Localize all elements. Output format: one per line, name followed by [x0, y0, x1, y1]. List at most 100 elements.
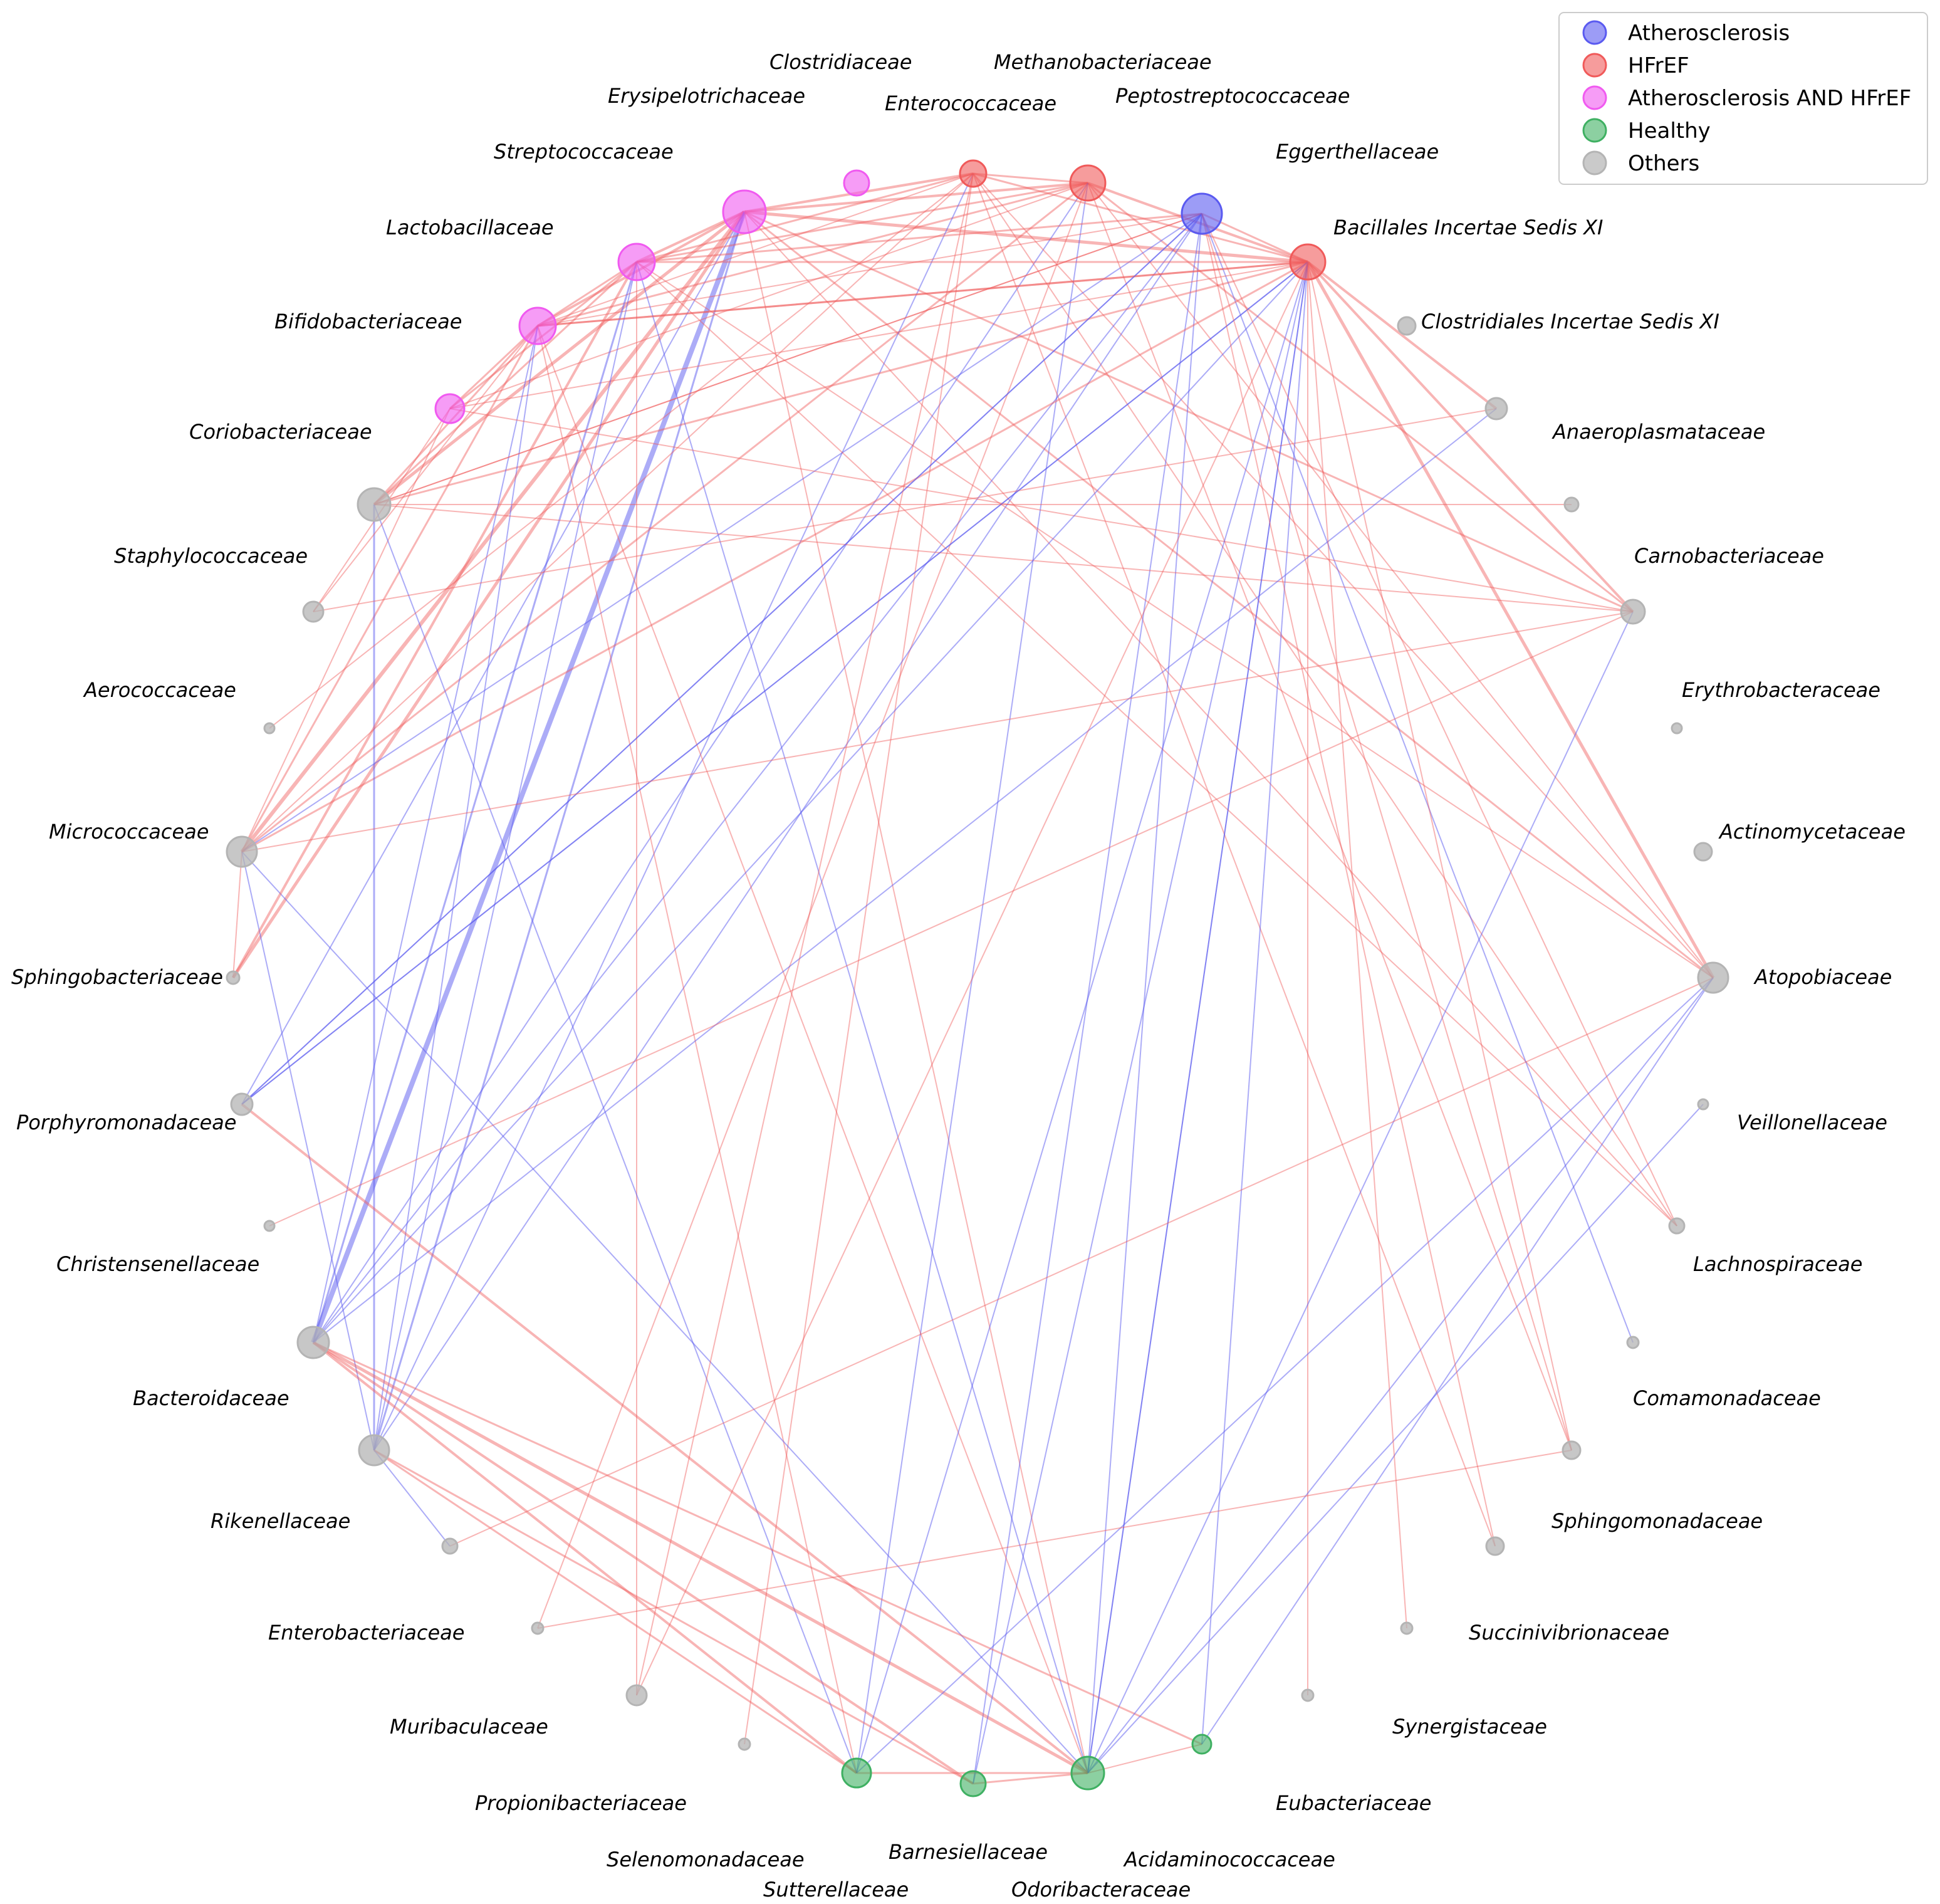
- edge-porph-pepto: [241, 213, 1202, 1105]
- node-lachno: [1668, 1217, 1686, 1235]
- label-clostridiales-incertae-sedis-xi: Clostridiales Incertae Sedis XI: [1421, 310, 1719, 333]
- label-peptostreptococcaceae: Peptostreptococcaceae: [1115, 84, 1350, 108]
- edge-entero-micro: [241, 182, 1088, 853]
- edge-riken-entbac: [373, 1450, 451, 1547]
- labels-layer: Clostridiaceae Methanobacteriaceae Erysi…: [11, 50, 1906, 1901]
- label-clostridiaceae: Clostridiaceae: [769, 50, 912, 74]
- edges-layer: [231, 172, 1715, 1785]
- edge-entero-atopo: [1087, 182, 1714, 978]
- node-erythro: [1671, 722, 1683, 735]
- edge-bactero-clXI: [313, 408, 1497, 1343]
- node-entero: [1069, 164, 1107, 202]
- edge-chris-carno: [269, 611, 1634, 1227]
- edge-strep-corio: [373, 211, 746, 506]
- edge-lacto-riken: [373, 261, 637, 1451]
- edge-bactero-odori: [312, 1341, 1089, 1775]
- node-succ: [1485, 1536, 1505, 1556]
- edge-strep-atopo: [744, 211, 1714, 979]
- label-coriobacteriaceae: Coriobacteriaceae: [189, 420, 372, 444]
- edge-micro-sphbac: [232, 851, 242, 978]
- edge-bifido-bactero: [313, 325, 538, 1343]
- label-eubacteriaceae: Eubacteriaceae: [1276, 1791, 1431, 1815]
- label-succinivibrionaceae: Succinivibrionaceae: [1469, 1621, 1669, 1645]
- edge-staph-clXI: [313, 408, 1497, 612]
- label-eggerthellaceae: Eggerthellaceae: [1276, 140, 1439, 164]
- node-odori: [1070, 1755, 1105, 1791]
- edge-egg-bifido: [537, 261, 1308, 327]
- legend-marker-others: [1582, 150, 1607, 175]
- edge-entero-coriN: [449, 182, 1088, 409]
- edge-egg-corio: [373, 261, 1308, 506]
- node-entbac: [441, 1537, 459, 1555]
- edge-clos-lacto: [636, 172, 974, 263]
- edge-egg-coriN: [449, 261, 1308, 409]
- edge-clos-lachno: [973, 173, 1677, 1227]
- edge-bifido-sutter: [537, 325, 857, 1774]
- edge-lacto-corio: [373, 261, 638, 506]
- label-bacteroidaceae: Bacteroidaceae: [133, 1386, 289, 1410]
- node-lacto: [617, 243, 656, 281]
- label-actinomycetaceae: Actinomycetaceae: [1718, 820, 1906, 844]
- edge-riken-sutter: [373, 1449, 857, 1774]
- label-enterobacteriaceae: Enterobacteriaceae: [268, 1621, 464, 1645]
- label-enterococcaceae: Enterococcaceae: [885, 92, 1056, 115]
- edge-strep-porph: [241, 211, 745, 1105]
- node-aero: [263, 722, 276, 735]
- edge-propi-egg: [636, 261, 1308, 1696]
- edge-pepto-corio: [373, 213, 1202, 505]
- node-syner: [1400, 1621, 1414, 1635]
- legend: Atherosclerosis HFrEF Atherosclerosis AN…: [1558, 12, 1928, 185]
- node-acid: [1191, 1734, 1212, 1755]
- edge-lachno-pepto: [1201, 213, 1677, 1227]
- label-staphylococcaceae: Staphylococcaceae: [114, 544, 308, 568]
- edge-strep-micro: [240, 211, 746, 853]
- edge-clos-seleno: [744, 173, 974, 1745]
- label-carnobacteriaceae: Carnobacteriaceae: [1634, 544, 1824, 568]
- legend-marker-atherosclerosis: [1582, 20, 1607, 45]
- legend-label-atherosclerosis: Atherosclerosis: [1628, 21, 1790, 46]
- legend-marker-hfref: [1582, 53, 1607, 78]
- edge-bifido-coriN: [449, 325, 539, 410]
- edge-corio-pepto: [373, 213, 1202, 505]
- node-anaero: [1563, 496, 1580, 513]
- edge-odori-acid: [1087, 1744, 1202, 1774]
- edge-egg-atopo: [1306, 261, 1715, 979]
- edge-acid-atopo: [1201, 977, 1714, 1745]
- label-selenomonadaceae: Selenomonadaceae: [607, 1848, 805, 1871]
- label-sphingobacteriaceae: Sphingobacteriaceae: [11, 965, 223, 989]
- edge-clos-bifido: [537, 173, 974, 327]
- edge-lacto-odori: [636, 261, 1088, 1774]
- node-bifido: [518, 306, 557, 345]
- legend-label-hfref: HFrEF: [1628, 53, 1689, 78]
- edge-aero-clos: [269, 173, 974, 729]
- node-veill: [1697, 1098, 1709, 1111]
- edge-sphingo-pepto: [1201, 213, 1572, 1451]
- node-pepto: [1181, 192, 1223, 235]
- edge-sutter-egg: [856, 261, 1308, 1774]
- edge-odori-carno: [1087, 611, 1634, 1774]
- edge-pepto-comam: [1201, 213, 1634, 1343]
- node-strep: [722, 189, 767, 234]
- edge-micro-odori: [241, 851, 1088, 1774]
- edge-bifido-egg: [537, 261, 1308, 327]
- label-bacillales-incertae-sedis-xi: Bacillales Incertae Sedis XI: [1333, 216, 1603, 239]
- label-veillonellaceae: Veillonellaceae: [1737, 1111, 1887, 1134]
- node-barnes: [959, 1770, 987, 1797]
- edge-clos-atopo: [973, 173, 1714, 978]
- edge-sphbac-lacto: [232, 261, 638, 978]
- edge-porph-odori: [241, 1103, 1089, 1774]
- edge-micro-carno: [241, 611, 1634, 852]
- label-methanobacteriaceae: Methanobacteriaceae: [994, 50, 1212, 74]
- edge-murib-sphingo: [537, 1450, 1572, 1629]
- label-comamonadaceae: Comamonadaceae: [1633, 1386, 1821, 1410]
- edge-propi-clos: [636, 173, 974, 1696]
- label-porphyromonadaceae: Porphyromonadaceae: [16, 1111, 236, 1134]
- label-streptococcaceae: Streptococcaceae: [494, 140, 674, 164]
- edge-entero-clos: [973, 172, 1088, 184]
- edge-strep-lachno: [744, 211, 1677, 1227]
- edge-lacto-lachno: [636, 261, 1677, 1227]
- edge-micro-riken: [241, 851, 375, 1451]
- edge-pepto-micro: [241, 213, 1202, 852]
- label-micrococcaceae: Micrococcaceae: [49, 820, 209, 844]
- node-egg: [1289, 243, 1327, 281]
